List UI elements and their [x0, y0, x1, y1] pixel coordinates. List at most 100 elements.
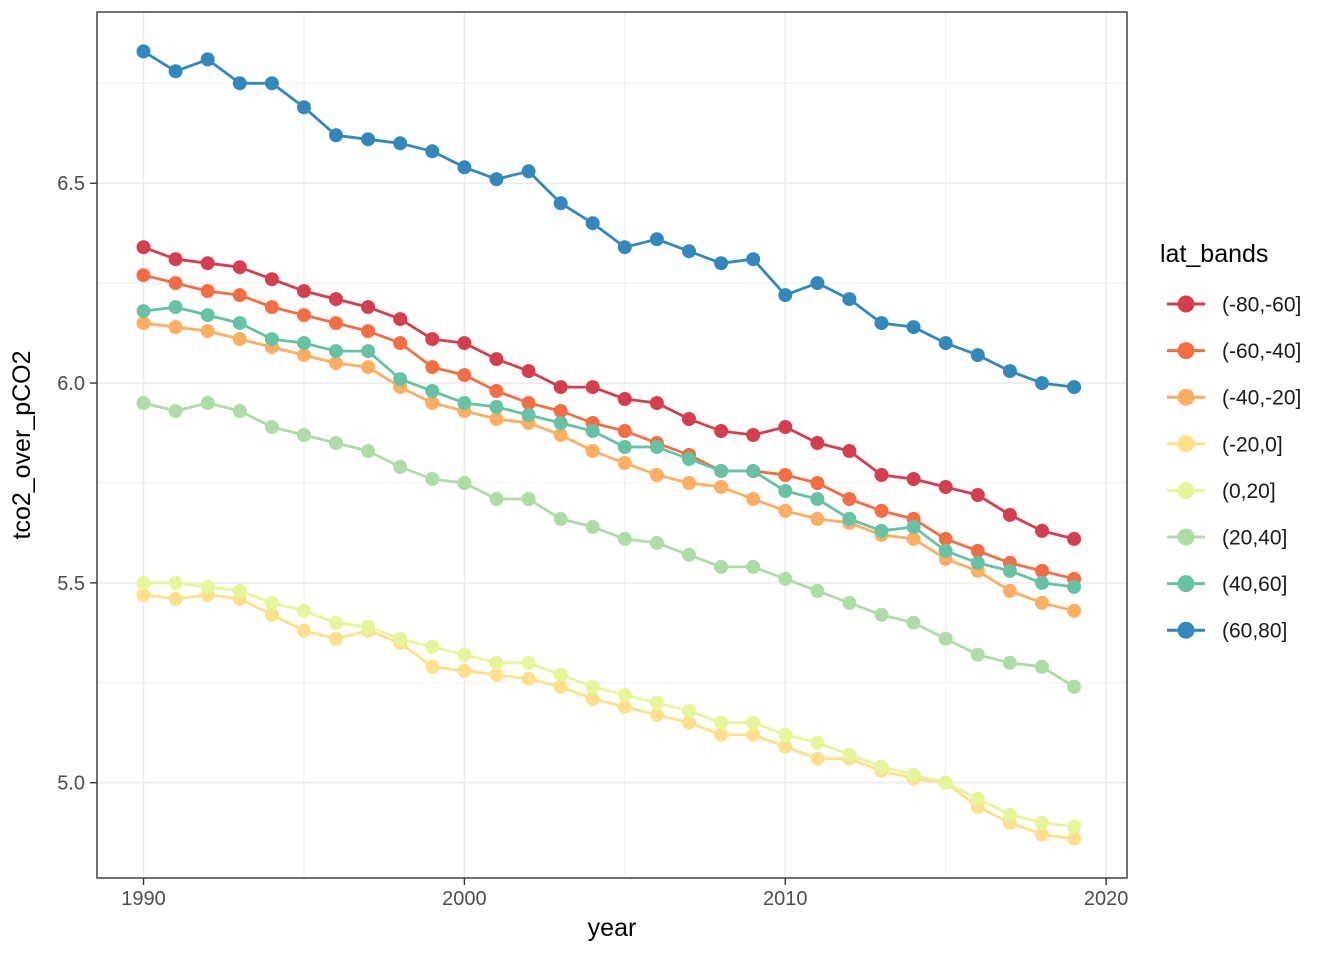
data-point	[232, 288, 247, 303]
data-point	[649, 468, 664, 482]
data-point	[682, 244, 696, 259]
data-point	[425, 639, 440, 654]
data-point	[200, 579, 215, 594]
data-point	[489, 492, 504, 506]
data-point	[938, 480, 953, 494]
data-point	[649, 396, 664, 410]
data-point	[1035, 523, 1049, 538]
data-point	[457, 160, 472, 175]
data-point	[553, 428, 568, 442]
data-point	[842, 444, 857, 458]
data-point	[617, 440, 632, 454]
data-point	[393, 460, 408, 474]
data-point	[393, 336, 408, 351]
series-line	[142, 401, 1076, 689]
data-point	[874, 468, 889, 482]
data-point	[906, 531, 921, 546]
data-point	[906, 519, 921, 534]
legend-key-dot	[1177, 342, 1195, 360]
data-point	[682, 547, 696, 562]
data-point	[585, 444, 600, 458]
data-point	[457, 368, 472, 383]
data-point	[617, 531, 632, 546]
data-point	[168, 64, 183, 79]
data-point	[714, 256, 729, 271]
data-point	[264, 420, 279, 434]
data-point	[136, 268, 151, 283]
data-point	[874, 316, 889, 331]
data-point	[521, 492, 536, 506]
data-point	[425, 360, 440, 375]
data-point	[136, 240, 151, 255]
data-point	[874, 523, 889, 538]
data-point	[329, 344, 343, 359]
data-point	[521, 655, 536, 670]
data-point	[232, 332, 247, 347]
data-point	[585, 380, 600, 395]
data-point	[746, 727, 761, 742]
data-point	[1067, 380, 1082, 395]
data-point	[136, 575, 151, 590]
legend-entry-label: (-60,-40]	[1222, 340, 1301, 363]
data-point	[1002, 364, 1017, 379]
data-point	[970, 348, 985, 363]
legend-entry: (40,60]	[1167, 573, 1287, 596]
series-group	[136, 44, 1082, 846]
legend-entry-label: (-20,0]	[1222, 433, 1283, 456]
data-point	[746, 559, 761, 574]
data-point	[778, 288, 793, 303]
data-point	[232, 76, 247, 91]
data-point	[232, 316, 247, 331]
data-point	[1067, 579, 1082, 594]
data-point	[297, 348, 311, 363]
data-point	[714, 464, 729, 478]
data-point	[200, 52, 215, 67]
x-axis-title: year	[588, 914, 637, 942]
data-point	[425, 472, 440, 486]
legend-key-dot	[1177, 575, 1195, 593]
data-point	[585, 519, 600, 534]
data-point	[264, 332, 279, 347]
data-point	[649, 707, 664, 722]
legend-key-dot	[1177, 435, 1195, 453]
data-point	[136, 587, 151, 602]
data-point	[136, 44, 151, 59]
data-point	[1035, 827, 1049, 842]
series-line	[142, 50, 1076, 389]
data-point	[361, 324, 376, 339]
legend-key-dot	[1177, 528, 1195, 546]
legend: (-80,-60] (-60,-40] (-40,-20] (-20,0] (0,20]…	[1167, 294, 1301, 643]
data-point	[297, 100, 311, 115]
data-point	[810, 476, 825, 490]
data-point	[393, 631, 408, 646]
legend-entry: (-80,-60]	[1167, 294, 1301, 317]
legend-entry-label: (20,40]	[1222, 527, 1287, 550]
data-point	[938, 531, 953, 546]
data-point	[778, 484, 793, 498]
data-point	[842, 747, 857, 762]
legend-entry: (-20,0]	[1167, 433, 1283, 456]
data-point	[232, 404, 247, 418]
legend-title: lat_bands	[1160, 240, 1268, 268]
data-point	[329, 292, 343, 307]
legend-entry-label: (-40,-20]	[1222, 387, 1301, 410]
data-point	[714, 424, 729, 438]
data-point	[361, 619, 376, 634]
legend-entry: (60,80]	[1167, 620, 1287, 643]
data-point	[1067, 831, 1082, 846]
legend-entry: (20,40]	[1167, 527, 1287, 550]
data-point	[778, 571, 793, 586]
data-point	[682, 412, 696, 426]
data-point	[489, 655, 504, 670]
data-point	[553, 404, 568, 418]
data-point	[232, 260, 247, 275]
data-point	[617, 456, 632, 470]
data-point	[297, 623, 311, 638]
y-axis-title: tco2_over_pCO2	[8, 350, 36, 539]
data-point	[617, 392, 632, 406]
x-tick-label: 1990	[121, 888, 166, 910]
data-point	[1002, 807, 1017, 822]
data-point	[200, 396, 215, 410]
